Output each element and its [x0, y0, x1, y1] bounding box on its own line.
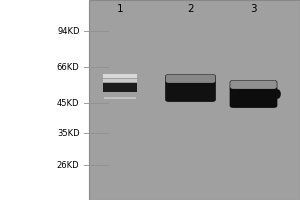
Bar	[103, 74, 137, 78]
Text: 1: 1	[117, 4, 123, 14]
Bar	[104, 97, 136, 99]
Bar	[103, 79, 137, 82]
Text: 66KD: 66KD	[57, 62, 80, 72]
FancyBboxPatch shape	[230, 80, 277, 89]
Text: 26KD: 26KD	[57, 160, 80, 170]
Text: 2: 2	[187, 4, 194, 14]
Text: 45KD: 45KD	[57, 98, 80, 108]
Ellipse shape	[274, 89, 281, 99]
Bar	[103, 83, 137, 92]
Bar	[88, 0, 300, 200]
Text: 3: 3	[250, 4, 257, 14]
Text: 94KD: 94KD	[57, 26, 80, 36]
FancyBboxPatch shape	[166, 74, 215, 83]
FancyBboxPatch shape	[165, 74, 216, 102]
FancyBboxPatch shape	[230, 80, 278, 108]
Text: 35KD: 35KD	[57, 129, 80, 138]
